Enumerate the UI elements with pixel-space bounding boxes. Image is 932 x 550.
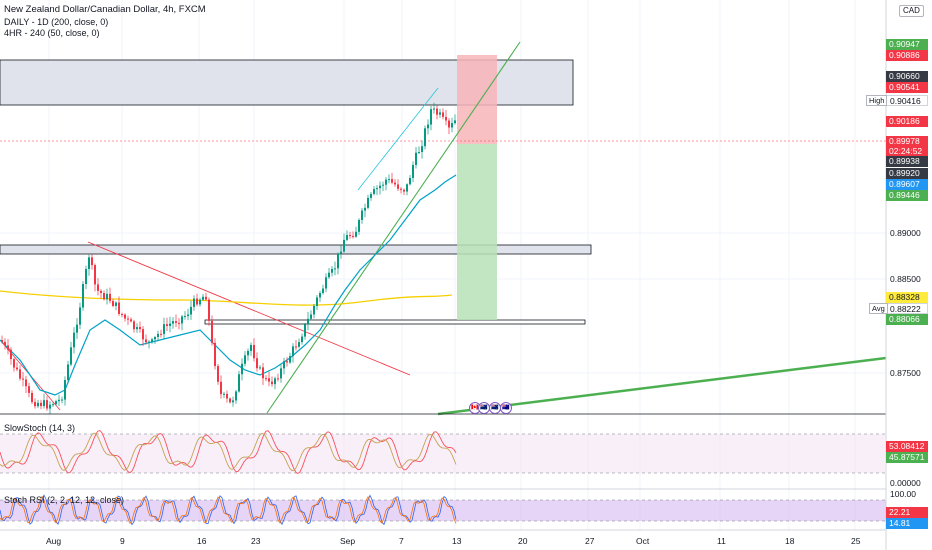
time-label: 13 bbox=[452, 536, 462, 546]
price-tag: 0.90186 bbox=[886, 116, 928, 127]
time-label: Aug bbox=[46, 536, 62, 546]
time-label: 27 bbox=[585, 536, 595, 546]
high-label: High bbox=[866, 95, 888, 106]
time-label: 9 bbox=[120, 536, 125, 546]
stoch-k-value: 53.08412 bbox=[886, 441, 928, 452]
time-label: Oct bbox=[636, 536, 650, 546]
stoch-d-line bbox=[0, 432, 457, 472]
price-tag: 02:24:52 bbox=[886, 146, 928, 157]
time-label: 11 bbox=[717, 536, 726, 546]
price-tag: 0.88328 bbox=[886, 292, 928, 303]
price-tag: 0.88066 bbox=[886, 314, 928, 325]
price-tag: 0.89978 bbox=[886, 136, 928, 147]
h4-50-ma bbox=[0, 174, 457, 396]
stochrsi-d-line bbox=[0, 495, 457, 525]
ascending-trendline bbox=[266, 41, 521, 414]
price-level: 0.89000 bbox=[890, 228, 921, 238]
price-level: 0.87500 bbox=[890, 368, 921, 378]
stoch-label[interactable]: SlowStoch (14, 3) bbox=[4, 423, 76, 433]
price-tag: 0.90416 bbox=[886, 95, 928, 106]
take-profit-area bbox=[457, 144, 497, 320]
stochrsi-k-value: 22.21 bbox=[886, 507, 928, 518]
time-label: 25 bbox=[851, 536, 861, 546]
stop-loss-area bbox=[457, 55, 497, 144]
price-tag: 0.89446 bbox=[886, 190, 928, 201]
price-tag: 0.89920 bbox=[886, 168, 928, 179]
price-tag: 0.90947 bbox=[886, 39, 928, 50]
demand-zone-upper bbox=[0, 244, 592, 255]
price-tag: 0.90541 bbox=[886, 82, 928, 93]
stoch-band bbox=[0, 434, 886, 473]
price-tag: 0.90886 bbox=[886, 50, 928, 61]
channel-trendline bbox=[357, 87, 439, 191]
currency-badge[interactable]: CAD bbox=[899, 5, 924, 17]
demand-zone-lower bbox=[204, 319, 586, 325]
stochrsi-d-value: 14.81 bbox=[886, 518, 928, 529]
time-label: 20 bbox=[518, 536, 528, 546]
indicator-4h-ma[interactable]: 4HR - 240 (50, close, 0) bbox=[4, 28, 100, 38]
time-label: 18 bbox=[785, 536, 795, 546]
time-label: 23 bbox=[251, 536, 261, 546]
chart-title: New Zealand Dollar/Canadian Dollar, 4h, … bbox=[4, 4, 206, 15]
descending-trendline bbox=[87, 241, 411, 376]
indicator-daily-ma[interactable]: DAILY - 1D (200, close, 0) bbox=[4, 17, 109, 27]
price-tag: 0.88222 bbox=[886, 303, 928, 314]
price-tag: 0.90660 bbox=[886, 71, 928, 82]
avg-label: Avg bbox=[869, 303, 888, 314]
time-label: 7 bbox=[399, 536, 404, 546]
price-tag: 0.89607 bbox=[886, 179, 928, 190]
stochrsi-hundred: 100.00 bbox=[890, 489, 916, 499]
candles bbox=[1, 102, 456, 415]
time-label: Sep bbox=[340, 536, 356, 546]
price-tag: 0.89938 bbox=[886, 156, 928, 167]
price-level: 0.88500 bbox=[890, 274, 921, 284]
long-trendline bbox=[437, 356, 887, 416]
time-label: 16 bbox=[197, 536, 207, 546]
event-flag-icon[interactable]: 🇦🇺 bbox=[500, 402, 512, 414]
stoch-k-line bbox=[0, 430, 457, 475]
stoch-zero: 0.00000 bbox=[890, 478, 921, 488]
stochrsi-label[interactable]: Stoch RSI (2, 2, 12, 12, close) bbox=[4, 495, 125, 505]
daily-200-ma bbox=[0, 290, 453, 306]
stoch-d-value: 45.87571 bbox=[886, 452, 928, 463]
